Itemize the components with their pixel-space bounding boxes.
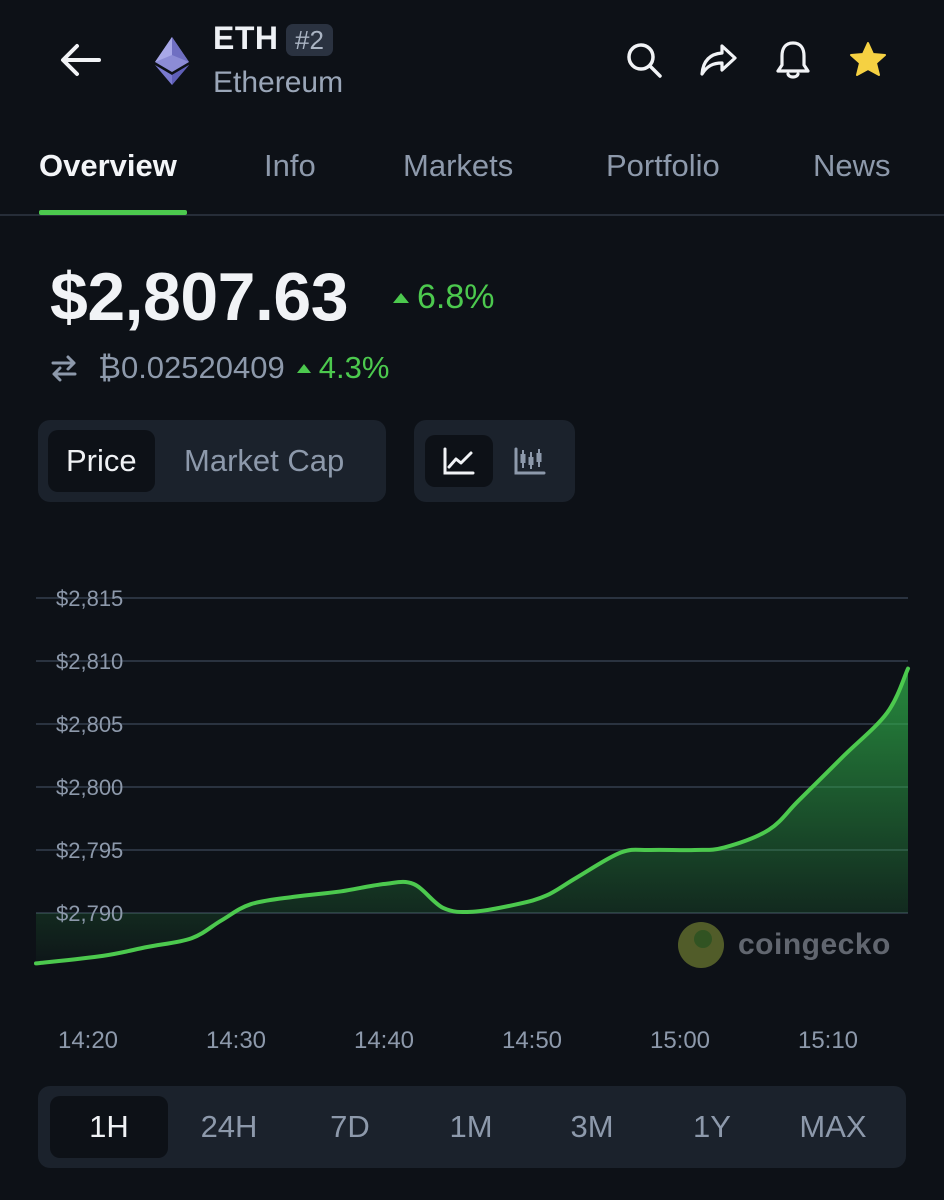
tab-markets[interactable]: Markets [403,148,514,183]
share-button[interactable] [696,38,740,82]
tab-portfolio[interactable]: Portfolio [606,148,720,183]
price-alert-button[interactable] [771,38,815,82]
tab-info[interactable]: Info [264,148,316,183]
watermark-text: coingecko [738,928,891,961]
ethereum-logo-icon [155,37,189,85]
price-area-fill [36,668,908,964]
range-1y-button[interactable]: 1Y [693,1109,731,1144]
coin-symbol: ETH [213,20,279,56]
btc-change-value: 4.3% [318,350,390,385]
y-tick-label: $2,805 [56,712,123,737]
x-tick-label: 15:10 [798,1027,858,1054]
range-1h-button[interactable]: 1H [50,1096,168,1158]
y-tick-label: $2,800 [56,775,123,800]
market-cap-toggle-button[interactable]: Market Cap [184,443,345,478]
x-tick-label: 14:20 [58,1027,118,1054]
price-toggle-button[interactable]: Price [48,430,155,492]
line-chart-button[interactable] [425,435,493,487]
metric-toggle: Price Market Cap [38,420,386,502]
range-3m-button[interactable]: 3M [570,1109,614,1144]
swap-currency-icon[interactable] [48,352,80,384]
up-triangle-icon [296,363,311,373]
y-tick-label: $2,795 [56,838,123,863]
favorite-button[interactable] [846,38,890,82]
price-change-value: 6.8% [417,278,495,316]
time-range-selector: 1H 24H 7D 1M 3M 1Y MAX [38,1086,906,1168]
tab-overview[interactable]: Overview [39,148,177,183]
btc-price: ₿0.02520409 [98,350,285,385]
range-24h-button[interactable]: 24H [200,1109,258,1144]
coin-name: Ethereum [213,66,344,99]
y-tick-label: $2,815 [56,586,123,611]
y-tick-label: $2,790 [56,901,123,926]
search-button[interactable] [622,38,666,82]
bell-icon [776,41,810,79]
btc-price-row: ₿0.02520409 4.3% [48,350,389,386]
active-tab-indicator [39,210,187,215]
x-tick-label: 14:30 [206,1027,266,1054]
candlestick-chart-button[interactable] [496,435,564,487]
x-tick-label: 15:00 [650,1027,710,1054]
rank-badge: #2 [286,24,333,56]
coingecko-watermark: coingecko [678,922,891,968]
search-icon [627,43,662,78]
btc-price-change: 4.3% [296,350,390,386]
price-chart[interactable]: $2,815 $2,810 $2,805 $2,800 $2,795 $2,790 14:… [0,560,944,1070]
section-tabs: Overview Info Markets Portfolio News [0,140,944,216]
range-max-button[interactable]: MAX [799,1109,867,1144]
range-1m-button[interactable]: 1M [449,1109,493,1144]
back-arrow-icon [61,44,101,76]
tab-news[interactable]: News [813,148,891,183]
coingecko-logo-icon [678,922,724,968]
chart-type-toggle [414,420,575,502]
app-header: ETH #2 Ethereum [0,0,944,125]
y-tick-label: $2,810 [56,649,123,674]
range-7d-button[interactable]: 7D [330,1109,370,1144]
candlestick-chart-icon [514,447,546,475]
share-icon [700,44,737,76]
up-triangle-icon [393,292,409,303]
price-change-24h: 6.8% [393,278,495,317]
x-tick-label: 14:40 [354,1027,414,1054]
x-tick-label: 14:50 [502,1027,562,1054]
star-icon [850,42,886,76]
line-chart-icon [443,447,475,475]
current-price: $2,807.63 [50,259,349,335]
back-button[interactable] [58,40,104,80]
price-line [34,666,910,966]
